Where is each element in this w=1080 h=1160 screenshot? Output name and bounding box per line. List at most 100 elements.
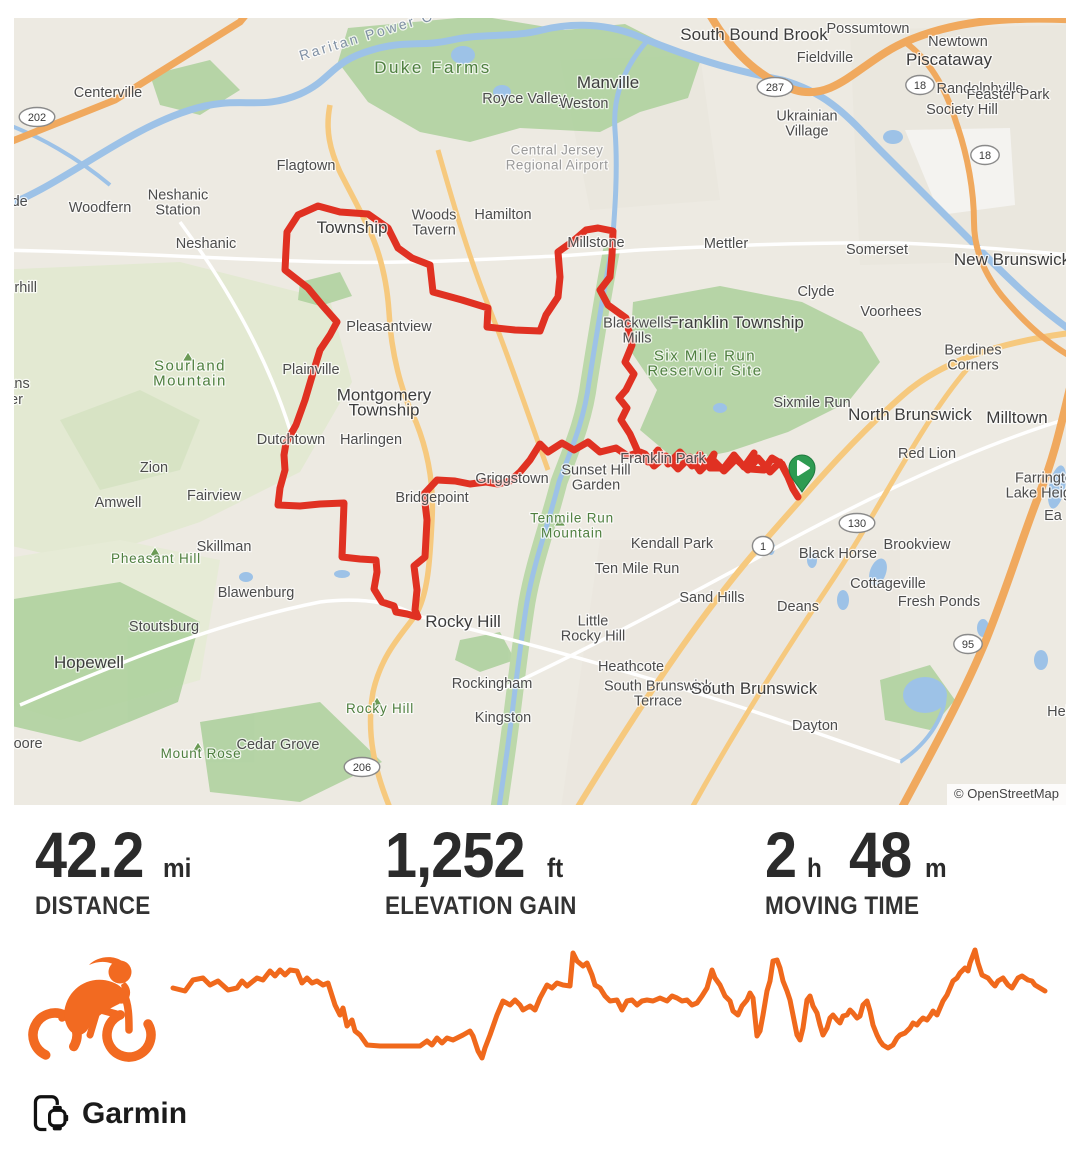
route-shield: 202 (18, 106, 56, 128)
map-label: Mount Rose (161, 746, 242, 761)
elevation-line (170, 947, 1048, 1061)
map-label: Millstone (567, 235, 624, 251)
map-label: Township (317, 218, 388, 237)
map-label: mans (14, 376, 30, 392)
map-label: Deans (777, 599, 819, 615)
map-label: Woods Tavern (412, 208, 457, 239)
route-shield: 18 (970, 144, 1000, 166)
map-label: Fresh Ponds (898, 594, 980, 610)
route-shield: 287 (756, 76, 794, 98)
map-label: Voorhees (860, 304, 921, 320)
map-label: Central Jersey Regional Airport (506, 143, 608, 173)
route-shield: 206 (343, 756, 381, 778)
map-motorways (14, 18, 1066, 805)
map-label: Fairview (187, 488, 242, 504)
map-primary-roads (325, 104, 1066, 805)
map-label: Amwell (95, 495, 142, 511)
map-label: Society Hill (926, 102, 998, 118)
map-label: Black Horse (799, 546, 877, 562)
map-label: Plainville (282, 362, 339, 378)
map-label: Somerset (846, 242, 908, 258)
map-label: Dayton (792, 718, 838, 734)
source-name: Garmin (82, 1097, 188, 1130)
moving-time-hours: 2 (765, 819, 797, 891)
map-label: nmoore (14, 736, 43, 752)
map-label: Sunset Hill Garden (561, 463, 630, 494)
map-label: Centerville (74, 85, 143, 101)
svg-text:206: 206 (353, 762, 371, 774)
moving-time-minutes-unit: m (925, 853, 947, 883)
map-label: Fieldville (797, 50, 853, 66)
svg-text:287: 287 (766, 82, 784, 94)
route-map[interactable]: Centerville Flagtown Neshanic Station Woodfe… (14, 18, 1066, 805)
map-label: Ea (1044, 508, 1063, 524)
map-label: Neshanic Station (148, 188, 208, 219)
distance-unit: mi (162, 853, 191, 883)
map-label: Rockingham (452, 676, 533, 692)
svg-text:18: 18 (914, 80, 926, 92)
map-label: Hopewell (54, 653, 124, 672)
map-label: Rocky Hill (346, 701, 414, 716)
map-label: rner (14, 392, 23, 408)
map-label: Hel (1047, 704, 1066, 720)
peak-icon (191, 741, 205, 752)
map-label: Manville (577, 73, 639, 92)
svg-text:1: 1 (760, 541, 766, 553)
peak-icon (370, 696, 384, 707)
map-attribution[interactable]: © OpenStreetMap (947, 784, 1066, 805)
map-label: Randolphville (936, 81, 1023, 97)
map-label: Feaster Park (967, 87, 1051, 103)
map-label: Franklin Park (620, 451, 706, 467)
map-label: Pheasant Hill (111, 551, 201, 566)
route-shield: 130 (838, 512, 876, 534)
profile-row (0, 940, 1080, 1080)
route-line (274, 202, 802, 621)
map-label: overhill (14, 280, 37, 296)
map-label: Weston (560, 96, 609, 112)
svg-text:18: 18 (979, 150, 991, 162)
elevation-value: 1,252 (385, 819, 526, 891)
distance-value: 42.2 (35, 819, 144, 891)
map-label: Cottageville (850, 576, 926, 592)
play-icon (797, 460, 810, 476)
cyclist-icon (28, 957, 156, 1062)
map-label: South Brunswick Terrace (604, 679, 713, 710)
map-label: Clyde (797, 284, 834, 300)
peak-icon (553, 516, 567, 527)
map-label: Rocky Hill (425, 612, 501, 631)
route-shield: 1 (751, 535, 775, 557)
map-label: Berdines Corners (944, 343, 1001, 374)
map-label: Little Rocky Hill (561, 614, 625, 645)
map-label: Pleasantview (346, 319, 432, 335)
map-label: Hamilton (474, 207, 531, 223)
map-label: FarringtonLake Heights (1006, 471, 1066, 502)
map-label: Cedar Grove (236, 737, 319, 753)
elevation-unit: ft (547, 853, 564, 883)
map-label: Harlingen (340, 432, 402, 448)
garmin-device-icon (33, 1095, 70, 1133)
map-label: Newtown (928, 34, 988, 50)
stat-elevation-gain: 1,252 ft ELEVATION GAIN (385, 819, 765, 921)
map-label: Ten Mile Run (595, 561, 680, 577)
stats-row: 42.2 mi DISTANCE 1,252 ft ELEVATION GAIN… (0, 819, 1080, 921)
moving-time-minutes: 48 (849, 819, 912, 891)
map-label: Kingston (475, 710, 531, 726)
moving-time-label: MOVING TIME (765, 892, 920, 921)
map-label: Griggstown (475, 471, 548, 487)
map-label: Woodfern (69, 200, 132, 216)
map-label: Sourland Mountain (153, 358, 227, 390)
stat-distance: 42.2 mi DISTANCE (35, 819, 385, 921)
map-label: Neshanic (176, 236, 236, 252)
map-label: South Bound Brook (680, 25, 828, 44)
map-label: Six Mile Run Reservoir Site (647, 348, 762, 380)
map-label: Red Lion (898, 446, 956, 462)
map-label: New Brunswick (954, 250, 1066, 269)
svg-text:130: 130 (848, 518, 866, 530)
source-row: Garmin (30, 1092, 187, 1136)
map-label: Franklin Township (668, 313, 804, 332)
map-label: Skillman (197, 539, 252, 555)
map-label: Milltown (986, 408, 1047, 427)
map-label: Montgomery Township (337, 386, 432, 420)
peak-icon (181, 351, 195, 362)
